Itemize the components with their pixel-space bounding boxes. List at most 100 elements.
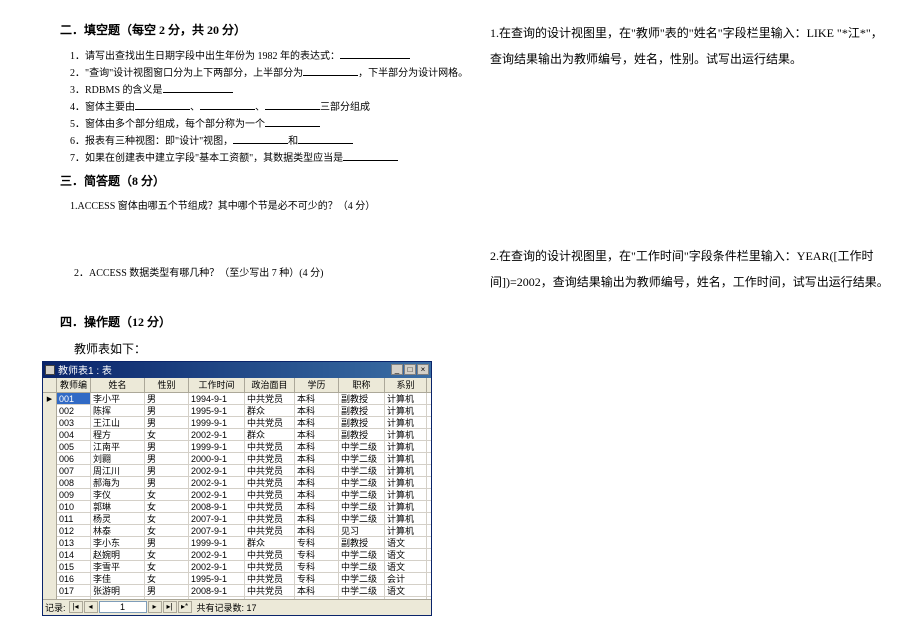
cell[interactable]: 女	[145, 429, 189, 440]
cell[interactable]: 2008-9-1	[189, 501, 245, 512]
cell[interactable]: 本科	[295, 501, 339, 512]
row-selector[interactable]	[43, 441, 57, 453]
cell[interactable]: 2007-9-1	[189, 513, 245, 524]
table-row[interactable]: 006刘翾男2000-9-1中共党员本科中学二级计算机	[43, 453, 431, 465]
cell[interactable]: 副教授	[339, 393, 385, 404]
cell[interactable]: 1995-9-1	[189, 573, 245, 584]
cell[interactable]: 计算机	[385, 429, 427, 440]
cell[interactable]: 中共党员	[245, 477, 295, 488]
cell[interactable]: 李小平	[91, 393, 145, 404]
cell[interactable]: 群众	[245, 429, 295, 440]
cell[interactable]	[295, 597, 339, 599]
cell[interactable]: 李小东	[91, 537, 145, 548]
cell[interactable]: 陈挥	[91, 405, 145, 416]
cell[interactable]: 013	[57, 537, 91, 548]
cell[interactable]: 语文	[385, 549, 427, 560]
cell[interactable]: 女	[145, 573, 189, 584]
cell[interactable]: 中学二级	[339, 573, 385, 584]
cell[interactable]: 女	[145, 561, 189, 572]
table-row[interactable]: 013李小东男1999-9-1群众专科副教授语文	[43, 537, 431, 549]
cell[interactable]: 中共党员	[245, 513, 295, 524]
cell[interactable]: 副教授	[339, 417, 385, 428]
cell[interactable]: 女	[145, 513, 189, 524]
cell[interactable]: 007	[57, 465, 91, 476]
table-row[interactable]: 001李小平男1994-9-1中共党员本科副教授计算机	[43, 393, 431, 405]
cell[interactable]: 刘翾	[91, 453, 145, 464]
cell[interactable]: 语文	[385, 537, 427, 548]
row-selector[interactable]	[43, 465, 57, 477]
cell[interactable]: 女	[145, 501, 189, 512]
cell[interactable]: 2000-9-1	[189, 453, 245, 464]
close-button[interactable]: ×	[417, 364, 429, 375]
cell[interactable]: 2007-9-1	[189, 525, 245, 536]
nav-next-button[interactable]: ▸	[148, 601, 162, 613]
col-title[interactable]: 职称	[339, 378, 385, 392]
cell[interactable]: 011	[57, 513, 91, 524]
cell[interactable]: 女	[145, 525, 189, 536]
row-selector[interactable]	[43, 549, 57, 561]
cell[interactable]: 本科	[295, 417, 339, 428]
cell[interactable]: 2002-9-1	[189, 489, 245, 500]
table-row[interactable]: 014赵婉明女2002-9-1中共党员专科中学二级语文	[43, 549, 431, 561]
cell[interactable]: 本科	[295, 429, 339, 440]
cell[interactable]: 本科	[295, 465, 339, 476]
row-selector[interactable]	[43, 585, 57, 597]
cell[interactable]: 1999-9-1	[189, 537, 245, 548]
cell[interactable]: 男	[145, 405, 189, 416]
col-sex[interactable]: 性别	[145, 378, 189, 392]
cell[interactable]	[189, 597, 245, 599]
maximize-button[interactable]: □	[404, 364, 416, 375]
cell[interactable]: 017	[57, 585, 91, 596]
table-row[interactable]: 002陈挥男1995-9-1群众本科副教授计算机	[43, 405, 431, 417]
cell[interactable]: 006	[57, 453, 91, 464]
cell[interactable]: 计算机	[385, 525, 427, 536]
cell[interactable]: 郭琳	[91, 501, 145, 512]
cell[interactable]: 本科	[295, 441, 339, 452]
cell[interactable]: 副教授	[339, 429, 385, 440]
cell[interactable]: 计算机	[385, 453, 427, 464]
cell[interactable]: 002	[57, 405, 91, 416]
cell[interactable]: 中共党员	[245, 549, 295, 560]
cell[interactable]: 中共党员	[245, 561, 295, 572]
cell[interactable]: 015	[57, 561, 91, 572]
cell[interactable]: 副教授	[339, 405, 385, 416]
cell[interactable]: 2002-9-1	[189, 549, 245, 560]
cell[interactable]: 2008-9-1	[189, 585, 245, 596]
cell[interactable]: 005	[57, 441, 91, 452]
table-row[interactable]: 016李佳女1995-9-1中共党员专科中学二级会计	[43, 573, 431, 585]
cell[interactable]: 男	[145, 393, 189, 404]
row-selector[interactable]	[43, 477, 57, 489]
table-row[interactable]: 009李仪女2002-9-1中共党员本科中学二级计算机	[43, 489, 431, 501]
nav-last-button[interactable]: ▸|	[163, 601, 177, 613]
cell[interactable]: 008	[57, 477, 91, 488]
cell[interactable]	[245, 597, 295, 599]
cell[interactable]: 男	[145, 453, 189, 464]
cell[interactable]: 本科	[295, 525, 339, 536]
col-date[interactable]: 工作时间	[189, 378, 245, 392]
cell[interactable]	[339, 597, 385, 599]
cell[interactable]: 本科	[295, 489, 339, 500]
cell[interactable]: 计算机	[385, 489, 427, 500]
cell[interactable]: 004	[57, 429, 91, 440]
cell[interactable]: 计算机	[385, 405, 427, 416]
cell[interactable]: 女	[145, 549, 189, 560]
cell[interactable]: 见习	[339, 525, 385, 536]
cell[interactable]: 计算机	[385, 417, 427, 428]
cell[interactable]: 003	[57, 417, 91, 428]
cell[interactable]: 江南平	[91, 441, 145, 452]
cell[interactable]: 中共党员	[245, 453, 295, 464]
cell[interactable]: 专科	[295, 549, 339, 560]
cell[interactable]: 中学二级	[339, 501, 385, 512]
cell[interactable]: 中共党员	[245, 441, 295, 452]
cell[interactable]: 中学二级	[339, 465, 385, 476]
row-selector[interactable]	[43, 597, 57, 599]
cell[interactable]: 李仪	[91, 489, 145, 500]
cell[interactable]: 中学二级	[339, 453, 385, 464]
cell[interactable]: 中共党员	[245, 417, 295, 428]
cell[interactable]: 中学二级	[339, 549, 385, 560]
cell[interactable]: 中学二级	[339, 561, 385, 572]
cell[interactable]: 中共党员	[245, 465, 295, 476]
row-selector[interactable]	[43, 501, 57, 513]
cell[interactable]: 中共党员	[245, 525, 295, 536]
cell[interactable]: 中共党员	[245, 585, 295, 596]
